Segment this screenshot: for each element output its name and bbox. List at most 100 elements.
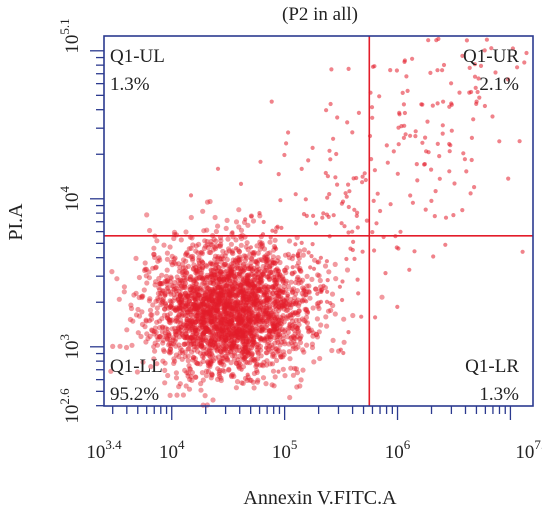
data-point (440, 68, 445, 73)
data-point (231, 316, 237, 322)
data-point (173, 317, 180, 323)
data-point (219, 271, 225, 277)
data-point (188, 193, 194, 198)
data-point (251, 296, 258, 302)
data-point (290, 312, 296, 318)
data-point (216, 264, 222, 270)
data-point (257, 362, 263, 368)
data-point (200, 276, 206, 283)
data-point (237, 299, 243, 305)
data-point (240, 326, 246, 332)
data-point (469, 157, 474, 163)
data-point (191, 341, 197, 347)
data-point (218, 348, 224, 354)
data-point (212, 286, 218, 292)
data-point (230, 308, 236, 314)
data-point (267, 343, 273, 349)
data-point (230, 250, 236, 257)
data-point (235, 306, 241, 312)
data-point (314, 316, 320, 322)
data-point (270, 270, 276, 276)
data-point (313, 331, 319, 337)
data-point (394, 68, 399, 73)
data-point (243, 342, 249, 348)
data-point (410, 56, 415, 61)
data-point (350, 229, 355, 234)
data-point (157, 333, 163, 340)
data-point (222, 337, 228, 343)
data-point (233, 360, 239, 366)
data-point (218, 301, 224, 307)
data-point (110, 343, 116, 349)
data-point (248, 299, 254, 305)
data-point (144, 280, 150, 286)
data-point (168, 341, 175, 347)
data-point (173, 315, 180, 321)
data-point (219, 344, 225, 350)
data-point (209, 299, 215, 305)
data-point (244, 263, 250, 269)
data-point (152, 348, 158, 354)
data-point (264, 350, 270, 356)
data-point (352, 207, 357, 212)
data-point (179, 347, 185, 353)
data-point (240, 332, 246, 338)
data-point (190, 256, 196, 262)
data-point (152, 340, 158, 346)
data-point (170, 335, 177, 341)
data-point (262, 327, 268, 333)
data-point (335, 182, 340, 187)
data-point (297, 335, 303, 341)
data-point (186, 328, 193, 334)
data-point (207, 261, 213, 267)
data-point (310, 330, 316, 336)
data-point (217, 312, 223, 318)
data-point (464, 169, 469, 174)
data-point (174, 306, 180, 312)
data-point (185, 293, 191, 299)
data-point (245, 294, 251, 300)
data-point (209, 306, 215, 312)
data-point (189, 370, 195, 376)
data-point (258, 241, 264, 247)
data-point (395, 304, 400, 309)
data-point (493, 70, 498, 75)
data-point (276, 172, 281, 177)
data-point (205, 309, 211, 315)
data-point (201, 330, 207, 336)
data-point (208, 289, 214, 295)
data-point (251, 319, 257, 325)
data-point (242, 266, 248, 272)
data-point (209, 291, 215, 297)
data-point (254, 297, 260, 304)
data-point (242, 309, 248, 315)
data-point (229, 282, 235, 288)
data-point (186, 386, 193, 392)
data-point (276, 321, 282, 327)
data-point (240, 312, 247, 318)
data-point (187, 366, 193, 372)
data-point (251, 249, 257, 256)
data-point (216, 298, 222, 304)
data-point (257, 294, 263, 301)
data-point (195, 250, 201, 256)
data-point (151, 344, 157, 350)
data-point (430, 103, 435, 108)
data-point (157, 281, 163, 287)
data-point (166, 342, 172, 348)
data-point (208, 291, 214, 297)
data-point (208, 304, 214, 310)
data-point (193, 327, 199, 334)
data-point (243, 359, 249, 365)
data-point (173, 288, 179, 294)
data-point (216, 276, 222, 282)
data-point (238, 316, 244, 322)
data-point (188, 317, 195, 323)
data-point (251, 302, 257, 308)
data-point (236, 317, 242, 323)
data-point (242, 258, 248, 264)
data-point (249, 271, 255, 278)
data-point (276, 303, 282, 309)
data-point (296, 251, 301, 256)
data-point (212, 288, 219, 294)
